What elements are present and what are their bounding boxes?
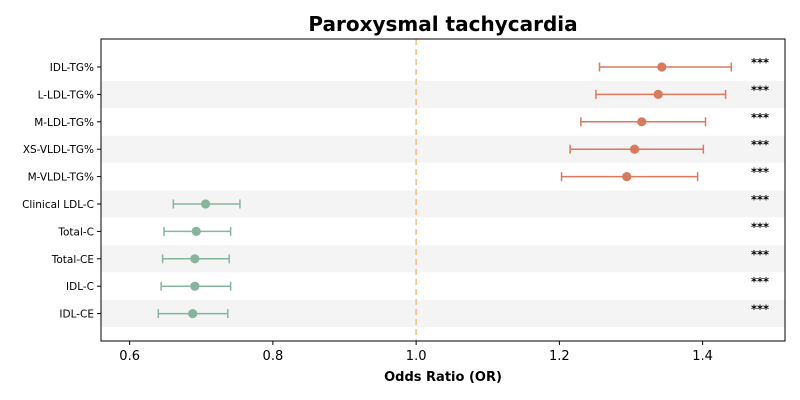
significance-mark: *** — [751, 110, 769, 124]
forest-row: *** — [160, 275, 769, 291]
data-rows: *** *** *** *** *** *** *** *** *** *** — [157, 56, 769, 319]
x-tick-label: 1.2 — [549, 349, 570, 364]
point-estimate — [188, 309, 198, 319]
point-estimate — [190, 254, 200, 264]
forest-row: *** — [598, 56, 769, 72]
y-tick-label: M-LDL-TG% — [34, 117, 94, 129]
significance-mark: *** — [751, 83, 769, 97]
forest-row: *** — [580, 110, 769, 127]
plot-frame — [100, 38, 786, 342]
forest-row: *** — [161, 247, 769, 264]
y-tick-label: Total-CE — [51, 254, 94, 266]
significance-mark: *** — [751, 165, 769, 179]
y-tick-label: IDL-C — [66, 281, 94, 293]
y-tick-label: L-LDL-TG% — [38, 89, 94, 101]
significance-mark: *** — [751, 220, 769, 234]
y-tick-label: M-VLDL-TG% — [28, 172, 94, 184]
point-estimate — [622, 172, 632, 182]
forest-row: *** — [172, 193, 769, 209]
forest-row: *** — [163, 220, 769, 236]
y-tick-label: Clinical LDL-C — [22, 199, 94, 211]
x-tick-label: 1.0 — [406, 349, 427, 364]
significance-mark: *** — [751, 56, 769, 70]
point-estimate — [191, 226, 201, 236]
forest-row: *** — [560, 165, 769, 182]
significance-mark: *** — [751, 275, 769, 289]
chart-title: Paroxysmal tachycardia — [308, 12, 577, 36]
x-tick-label: 0.8 — [263, 349, 284, 364]
y-tick-label: IDL-TG% — [50, 62, 94, 74]
point-estimate — [629, 144, 640, 154]
significance-mark: *** — [751, 302, 769, 316]
x-tick-label: 1.4 — [692, 349, 713, 364]
x-axis-label: Odds Ratio (OR) — [384, 370, 502, 385]
x-tick-label: 0.6 — [119, 349, 140, 364]
y-tick-label: IDL-CE — [59, 309, 94, 321]
y-axis: IDL-TG% L-LDL-TG% M-LDL-TG% XS-VLDL-TG% M-VL… — [22, 62, 101, 321]
forest-row: *** — [595, 83, 769, 99]
y-tick-label: XS-VLDL-TG% — [23, 144, 94, 156]
significance-mark: *** — [751, 193, 769, 207]
significance-mark: *** — [751, 138, 769, 152]
point-estimate — [653, 89, 663, 99]
y-tick-label: Total-C — [57, 226, 94, 238]
significance-mark: *** — [751, 247, 769, 261]
x-axis: 0.6 0.8 1.0 1.2 1.4 — [119, 341, 713, 364]
point-estimate — [657, 62, 667, 72]
forest-row: *** — [569, 138, 769, 154]
point-estimate — [200, 199, 211, 209]
forest-row: *** — [157, 302, 769, 319]
point-estimate — [190, 281, 200, 291]
point-estimate — [637, 117, 647, 127]
